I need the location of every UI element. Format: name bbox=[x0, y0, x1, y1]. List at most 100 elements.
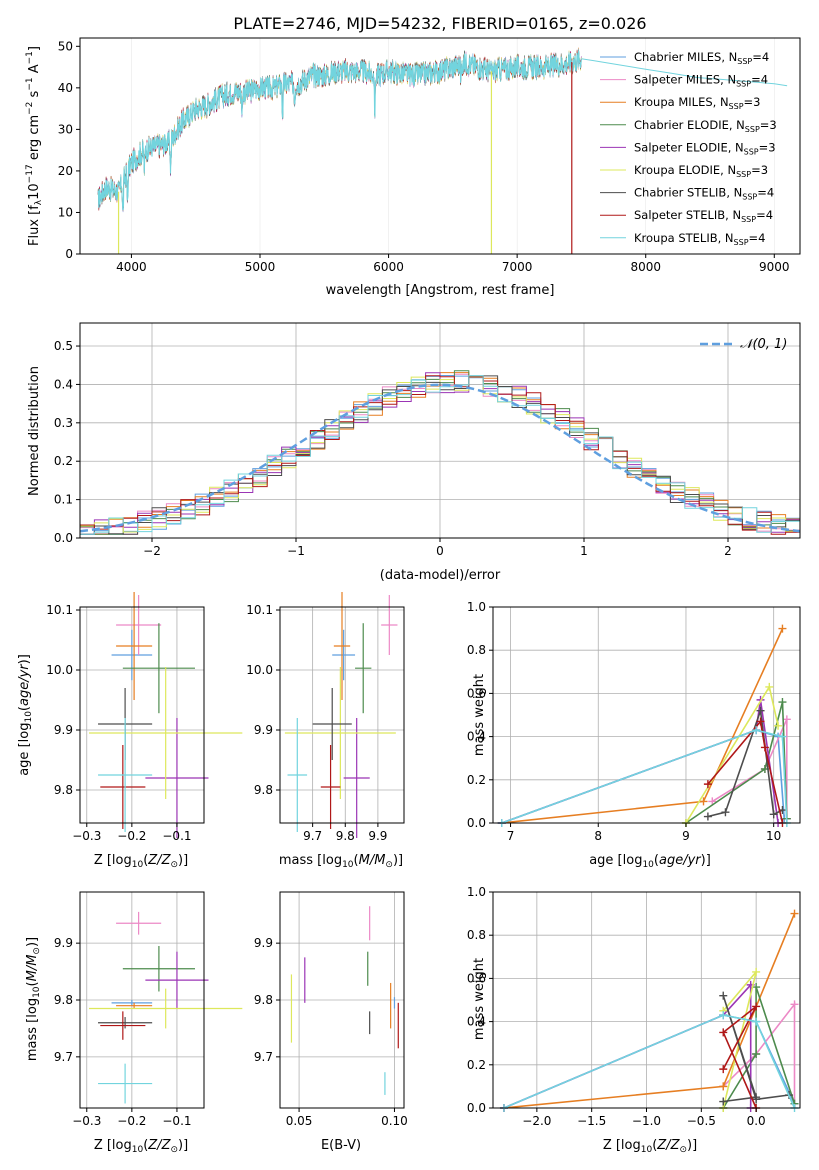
weight-marker bbox=[752, 1050, 761, 1058]
residuals-ylabel: Normed distribution bbox=[27, 366, 42, 496]
y-tick-label: 10.0 bbox=[246, 663, 273, 677]
x-tick-label: −1.5 bbox=[577, 1114, 606, 1128]
y-tick-label: 50 bbox=[58, 39, 73, 53]
weight-marker bbox=[703, 780, 712, 789]
spectrum-ylabel: Flux [fλ10−17 erg cm−2 s−1 A−1] bbox=[25, 46, 44, 246]
weight-line bbox=[503, 1014, 796, 1109]
histogram-series bbox=[79, 375, 801, 538]
y-tick-label: 0.8 bbox=[467, 643, 486, 657]
errorbars bbox=[284, 592, 398, 838]
ticks: −2.0 −1.5 −1.0 −0.5 0.0 0.0 0.2 0.4 0.6 0.8 1.0 bbox=[467, 885, 766, 1128]
weight-vs-age-ylabel: mass weight bbox=[472, 674, 487, 756]
x-tick-label: −0.5 bbox=[687, 1114, 716, 1128]
errorbars bbox=[89, 911, 243, 1104]
y-tick-label: 0.8 bbox=[467, 928, 486, 942]
weight-marker bbox=[778, 624, 787, 633]
y-tick-label: 40 bbox=[58, 81, 73, 95]
x-tick-label: −1 bbox=[287, 544, 305, 558]
y-tick-label: 0.0 bbox=[54, 531, 73, 545]
x-tick-label: 7000 bbox=[502, 260, 533, 274]
x-tick-label: 9 bbox=[682, 829, 690, 843]
ticks: −0.3 −0.2 −0.1 9.8 9.9 10.0 10.1 bbox=[46, 603, 191, 843]
y-tick-label: 9.8 bbox=[254, 783, 273, 797]
y-tick-label: 0.2 bbox=[467, 1058, 486, 1072]
y-tick-label: 9.8 bbox=[254, 993, 273, 1007]
y-tick-label: 0.6 bbox=[467, 686, 486, 700]
y-tick-label: 0.0 bbox=[467, 816, 486, 830]
y-tick-label: 10.1 bbox=[46, 603, 73, 617]
y-tick-label: 0.2 bbox=[54, 454, 73, 468]
weight-marker bbox=[760, 743, 769, 752]
mass-vs-Z-ylabel: mass [log10(M/M⊙)] bbox=[25, 937, 42, 1061]
mass-vs-Z-xlabel: Z [log10(Z/Z⊙)] bbox=[94, 1138, 188, 1155]
x-tick-label: 9.9 bbox=[368, 829, 387, 843]
weight-marker bbox=[699, 797, 708, 806]
errorbars bbox=[290, 906, 399, 1095]
weight-marker bbox=[719, 1011, 728, 1020]
weight-marker bbox=[721, 808, 730, 817]
grid bbox=[280, 607, 404, 823]
x-tick-label: 7 bbox=[507, 829, 515, 843]
x-tick-label: −2 bbox=[143, 544, 161, 558]
x-tick-label: −0.3 bbox=[72, 1114, 101, 1128]
weight-marker bbox=[752, 967, 761, 976]
y-tick-label: 0.2 bbox=[467, 773, 486, 787]
x-tick-label: 1 bbox=[580, 544, 588, 558]
weight-line bbox=[711, 718, 788, 819]
weight-vs-age-xlabel: age [log10(age/yr)] bbox=[589, 853, 711, 870]
y-tick-label: 0.0 bbox=[467, 1101, 486, 1115]
weight-marker bbox=[778, 698, 787, 707]
weight-lines bbox=[499, 909, 799, 1112]
y-tick-label: 0 bbox=[65, 247, 73, 261]
mass-vs-EBV-panel: 0.05 0.10 9.7 9.8 9.9 E(B-V) bbox=[254, 891, 408, 1153]
y-tick-label: 30 bbox=[58, 122, 73, 136]
y-tick-label: 9.8 bbox=[54, 783, 73, 797]
y-tick-label: 0.4 bbox=[467, 730, 486, 744]
y-tick-label: 0.4 bbox=[54, 377, 73, 391]
weight-marker bbox=[790, 1000, 799, 1009]
y-tick-label: 0.3 bbox=[54, 416, 73, 430]
legend: Chabrier MILES, NSSP=4 Salpeter MILES, NS… bbox=[600, 50, 777, 247]
x-tick-label: −0.3 bbox=[72, 829, 101, 843]
spectrum-panel: 4000 5000 6000 7000 8000 9000 0 10 20 30 40 50 Chab… bbox=[25, 37, 801, 298]
legend-label: Kroupa STELIB, NSSP=4 bbox=[634, 231, 765, 247]
plot-frame bbox=[279, 606, 405, 824]
weight-line bbox=[501, 729, 788, 824]
grid bbox=[80, 607, 204, 823]
weight-marker bbox=[756, 706, 765, 715]
x-tick-label: 10 bbox=[766, 829, 781, 843]
weight-lines bbox=[497, 624, 791, 827]
residuals-xlabel: (data-model)/error bbox=[380, 568, 501, 583]
weight-marker bbox=[719, 1097, 728, 1106]
grid bbox=[493, 891, 800, 1109]
weight-marker bbox=[782, 715, 791, 724]
age-vs-Z-ylabel: age [log10(age/yr)] bbox=[17, 654, 34, 776]
x-tick-label: 9.8 bbox=[336, 829, 355, 843]
x-tick-label: 0.05 bbox=[286, 1114, 313, 1128]
weight-marker bbox=[752, 1002, 761, 1011]
x-tick-label: 9000 bbox=[759, 260, 790, 274]
x-tick-label: 0 bbox=[436, 544, 444, 558]
ticks: −0.3 −0.2 −0.1 9.7 9.8 9.9 bbox=[54, 936, 192, 1128]
legend-label: Kroupa ELODIE, NSSP=3 bbox=[634, 163, 768, 179]
weight-line bbox=[707, 719, 784, 824]
legend-label: Salpeter ELODIE, NSSP=3 bbox=[634, 140, 776, 156]
x-tick-label: −1.0 bbox=[632, 1114, 661, 1128]
x-tick-label: 8000 bbox=[630, 260, 661, 274]
weight-marker bbox=[719, 1082, 728, 1091]
y-tick-label: 9.7 bbox=[54, 1050, 73, 1064]
y-tick-label: 0.4 bbox=[467, 1015, 486, 1029]
x-tick-label: 0.10 bbox=[381, 1114, 408, 1128]
x-tick-label: 8 bbox=[594, 829, 602, 843]
y-tick-label: 10 bbox=[58, 205, 73, 219]
age-vs-mass-panel: 9.7 9.8 9.9 9.8 9.9 10.0 10.1 mass [log10(M/M⊙… bbox=[246, 592, 405, 870]
x-tick-label: 5000 bbox=[245, 260, 276, 274]
y-tick-label: 9.9 bbox=[54, 936, 73, 950]
weight-vs-Z-ylabel: mass weight bbox=[472, 958, 487, 1040]
legend-label: Chabrier MILES, NSSP=4 bbox=[634, 50, 769, 66]
weight-marker bbox=[790, 909, 799, 918]
weight-vs-Z-xlabel: Z [log10(Z/Z⊙)] bbox=[603, 1138, 697, 1155]
weight-vs-age-panel: 7 8 9 10 0.0 0.2 0.4 0.6 0.8 1.0 age [log10(age/y… bbox=[467, 600, 801, 870]
weight-marker bbox=[752, 726, 761, 735]
x-tick-label: 6000 bbox=[373, 260, 404, 274]
